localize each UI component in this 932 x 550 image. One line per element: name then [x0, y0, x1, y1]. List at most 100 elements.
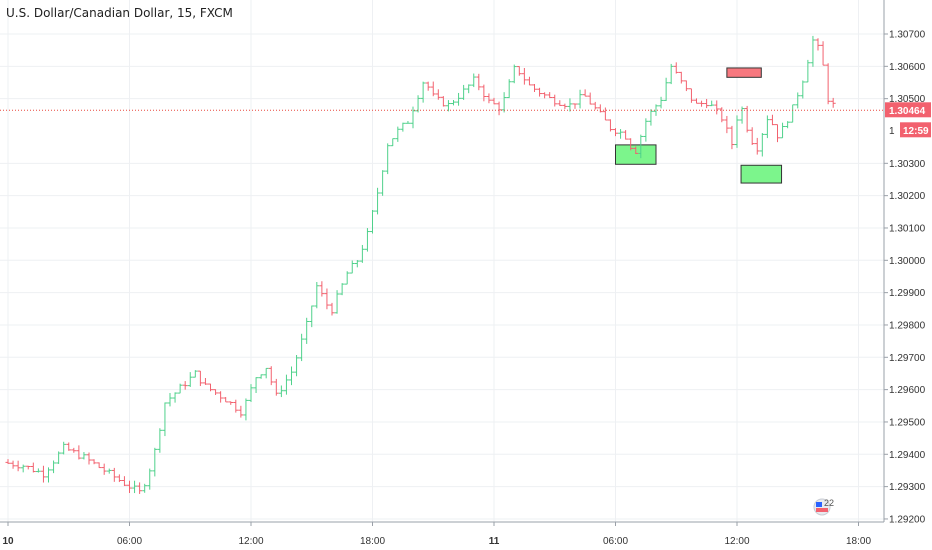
ohlc-bar-81 — [415, 95, 421, 113]
ohlc-bar-25 — [132, 480, 138, 494]
ohlc-bar-28 — [147, 468, 153, 490]
ohlc-bar-161 — [820, 41, 826, 66]
annotation-boxes — [615, 67, 783, 184]
ohlc-bar-41 — [213, 389, 219, 396]
x-tick-label-3: 18:00 — [360, 536, 385, 547]
price-badges: 1.30464 1 12:59 — [885, 102, 931, 138]
ohlc-bar-60 — [309, 305, 315, 328]
chart-title: U.S. Dollar/Canadian Dollar, 15, FXCM — [6, 6, 233, 20]
ohlc-bar-80 — [410, 106, 416, 129]
ohlc-bar-122 — [623, 130, 629, 140]
y-tick-label-13: 1.29300 — [889, 482, 926, 493]
ohlc-bar-87 — [445, 100, 451, 112]
ohlc-bar-26 — [137, 482, 143, 494]
current-price-badge — [885, 102, 931, 118]
ohlc-bar-90 — [461, 84, 467, 100]
ohlc-bar-11 — [61, 441, 67, 455]
ohlc-bar-64 — [329, 302, 335, 316]
ohlc-bar-114 — [582, 89, 588, 97]
x-axis-tick-labels: 10 06:00 12:00 18:00 11 06:00 12:00 18:00 — [2, 522, 871, 547]
ohlc-bar-12 — [66, 442, 72, 451]
ohlc-bar-135 — [688, 88, 694, 103]
y-tick-label-7: 1.29900 — [889, 288, 926, 299]
ohlc-bar-101 — [516, 66, 522, 76]
ohlc-bar-159 — [810, 35, 816, 67]
ohlc-bar-139 — [709, 100, 715, 107]
ohlc-bar-9 — [51, 460, 57, 474]
ohlc-bar-72 — [370, 210, 375, 234]
ohlc-bar-36 — [187, 372, 193, 387]
ohlc-bar-55 — [283, 374, 289, 395]
ohlc-bar-118 — [602, 107, 608, 121]
ohlc-bar-144 — [734, 115, 740, 148]
ohlc-bar-95 — [486, 93, 492, 104]
ohlc-bar-98 — [501, 92, 507, 113]
ohlc-bar-109 — [557, 100, 563, 107]
ohlc-bar-89 — [456, 92, 462, 106]
ohlc-bar-158 — [805, 59, 811, 83]
ohlc-bar-77 — [395, 126, 401, 142]
ohlc-bar-3 — [20, 464, 26, 473]
ohlc-bar-127 — [648, 109, 654, 126]
ohlc-bar-50 — [258, 374, 264, 379]
ohlc-bar-20 — [106, 468, 112, 474]
ohlc-bar-126 — [643, 118, 649, 142]
ohlc-bar-32 — [167, 392, 173, 407]
ohlc-bar-78 — [400, 122, 406, 132]
ohlc-bar-65 — [334, 290, 340, 314]
tradingview-logo-icon[interactable]: 22 — [813, 498, 834, 516]
ohlc-bar-49 — [253, 377, 259, 393]
ohlc-bar-134 — [683, 80, 689, 92]
x-tick-label-2: 12:00 — [238, 536, 263, 547]
y-tick-label-4: 1.30200 — [889, 191, 926, 202]
ohlc-bar-147 — [749, 127, 755, 145]
ohlc-bar-106 — [542, 92, 548, 99]
ohlc-bar-54 — [278, 385, 284, 398]
ohlc-bar-162 — [825, 63, 831, 105]
ohlc-bar-6 — [35, 468, 41, 473]
ohlc-bar-31 — [162, 402, 168, 437]
x-tick-label-5: 06:00 — [603, 536, 628, 547]
ohlc-bar-160 — [815, 38, 821, 51]
ohlc-bar-156 — [795, 92, 801, 109]
ohlc-bar-8 — [46, 467, 51, 483]
x-tick-label-1: 06:00 — [117, 536, 142, 547]
ohlc-bar-34 — [177, 383, 183, 394]
ohlc-bar-85 — [435, 89, 441, 100]
ohlc-bar-52 — [268, 366, 274, 386]
ohlc-bar-155 — [790, 104, 796, 123]
ohlc-bar-137 — [699, 100, 705, 107]
ohlc-bar-132 — [673, 62, 679, 74]
ohlc-bar-113 — [577, 89, 583, 109]
ohlc-bar-63 — [324, 288, 330, 310]
annotation-box-0 — [615, 144, 657, 165]
ohlc-bar-99 — [506, 79, 512, 99]
ohlc-bar-150 — [764, 115, 770, 139]
ohlc-bar-22 — [116, 474, 122, 483]
ohlc-bar-56 — [289, 366, 294, 386]
ohlc-bar-51 — [263, 367, 269, 379]
annotation-box-1 — [740, 164, 783, 184]
ohlc-bar-128 — [653, 104, 659, 116]
y-tick-label-2: 1.30500 — [889, 94, 926, 105]
ohlc-bar-48 — [248, 384, 254, 402]
ohlc-bar-94 — [481, 84, 487, 102]
y-axis-tick-labels: 1.30700 1.30600 1.30500 1.30300 1.30200 1.301… — [884, 30, 926, 525]
ohlc-bar-96 — [491, 97, 497, 105]
ohlc-bar-30 — [157, 428, 163, 453]
ohlc-bar-15 — [81, 452, 87, 460]
ohlc-bar-69 — [354, 260, 360, 268]
ohlc-bar-152 — [775, 124, 780, 143]
ohlc-bar-27 — [142, 483, 148, 493]
grid-lines — [0, 0, 884, 522]
annotation-box-2 — [726, 67, 762, 78]
partial-tick-label: 1 — [889, 126, 895, 137]
ohlc-bar-108 — [552, 94, 558, 107]
ohlc-bar-120 — [613, 128, 618, 137]
ohlc-bar-79 — [405, 120, 411, 124]
ohlc-bar-82 — [420, 81, 426, 103]
ohlc-bar-66 — [339, 283, 345, 296]
ohlc-bar-157 — [800, 80, 806, 99]
y-tick-label-11: 1.29500 — [889, 417, 926, 428]
